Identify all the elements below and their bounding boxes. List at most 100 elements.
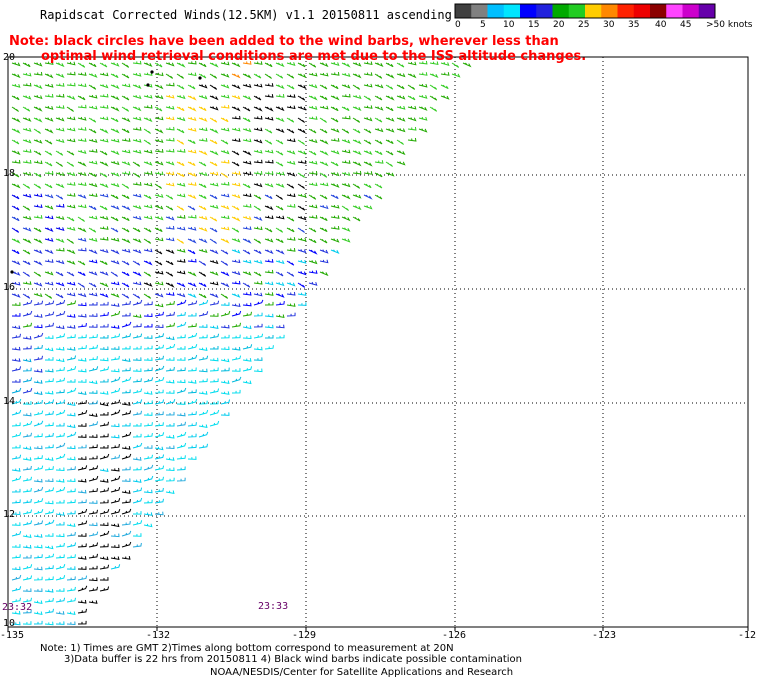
wind-barb: [374, 160, 384, 164]
wind-barb: [88, 183, 98, 188]
wind-barb: [11, 249, 20, 255]
legend-swatch: [568, 4, 586, 18]
wind-barb: [110, 333, 121, 339]
wind-barb: [165, 366, 175, 372]
wind-barb: [55, 227, 65, 231]
wind-barb: [121, 521, 131, 526]
wind-barb: [55, 621, 65, 625]
wind-barb: [110, 376, 121, 383]
wind-barb: [374, 139, 383, 145]
wind-barb: [198, 431, 209, 438]
wind-barb: [275, 324, 285, 329]
wind-barb: [132, 172, 141, 178]
wind-barb: [33, 292, 43, 298]
wind-barb: [330, 204, 340, 209]
wind-barb: [33, 420, 44, 427]
wind-barb: [110, 475, 121, 482]
wind-barb: [220, 150, 230, 155]
wind-barb: [165, 477, 175, 482]
wind-barb: [341, 227, 351, 232]
wind-barb: [154, 84, 164, 90]
wind-barb: [154, 293, 164, 298]
wind-barb: [319, 150, 329, 156]
wind-barb: [22, 139, 32, 144]
legend-swatch: [617, 4, 635, 18]
wind-barb: [33, 215, 43, 219]
wind-barb: [121, 138, 131, 142]
wind-barb: [165, 282, 175, 288]
wind-barb: [77, 368, 87, 373]
wind-barb: [429, 95, 438, 101]
wind-barb: [187, 161, 196, 167]
wind-barb: [55, 194, 64, 200]
wind-barb: [77, 323, 87, 328]
legend-label-40: 40: [655, 20, 667, 30]
wind-barb: [33, 345, 43, 350]
wind-barb: [264, 128, 273, 134]
wind-barb: [77, 271, 86, 277]
wind-barb: [187, 60, 197, 65]
wind-barb: [165, 445, 175, 450]
wind-barb: [264, 139, 273, 145]
wind-barb: [33, 576, 43, 581]
wind-barb: [132, 466, 142, 471]
wind-barb: [55, 512, 65, 516]
wind-barb: [99, 487, 109, 493]
wind-barb: [187, 205, 196, 211]
wind-barb: [110, 73, 119, 79]
wind-barb: [286, 216, 295, 222]
wind-barb: [55, 282, 65, 287]
wind-barb: [33, 62, 43, 67]
wind-barb: [275, 293, 285, 298]
wind-barb: [165, 300, 175, 306]
wind-barb: [330, 172, 340, 177]
wind-barb: [11, 544, 21, 548]
wind-barb: [44, 227, 54, 232]
wind-barb: [121, 453, 132, 460]
wind-barb: [66, 566, 76, 570]
wind-barb: [385, 139, 394, 145]
wind-barb: [176, 401, 186, 405]
wind-barb: [121, 541, 132, 548]
wind-barb: [220, 346, 230, 351]
wind-barb: [264, 83, 274, 87]
wind-barb: [22, 260, 31, 266]
wind-barb: [44, 161, 53, 167]
wind-barb: [99, 577, 109, 581]
wind-barb: [44, 281, 54, 286]
wind-barb: [154, 128, 164, 134]
wind-barb: [187, 433, 197, 438]
wind-barb: [110, 387, 121, 394]
wind-barb: [176, 238, 184, 244]
wind-barb: [198, 368, 208, 373]
wind-barb: [297, 160, 307, 164]
legend-swatch: [503, 4, 521, 18]
wind-barb: [187, 389, 197, 394]
wind-barb: [110, 544, 120, 549]
wind-barb: [176, 477, 186, 482]
wind-barb: [22, 82, 32, 87]
wind-barb: [220, 249, 229, 255]
wind-barb: [88, 577, 98, 582]
wind-barb: [265, 335, 274, 339]
wind-barb: [440, 95, 450, 100]
wind-barb: [264, 281, 274, 286]
map-title: Rapidscat Corrected Winds(12.5KM) v1.1 2…: [40, 8, 452, 22]
wind-barb: [165, 62, 175, 67]
wind-barb: [220, 282, 230, 288]
wind-barb: [88, 565, 98, 570]
wind-barb: [297, 150, 307, 155]
wind-barb: [77, 161, 87, 167]
wind-barb: [11, 409, 22, 416]
wind-barb: [110, 216, 119, 222]
wind-barb: [242, 302, 252, 307]
wind-barb: [176, 466, 186, 471]
wind-barb: [198, 293, 207, 299]
wind-barb: [55, 83, 65, 87]
wind-barb: [253, 357, 263, 361]
wind-barb: [22, 534, 32, 539]
wind-barb: [187, 354, 198, 361]
wind-barb: [110, 160, 120, 166]
wind-barb: [286, 150, 296, 155]
wind-barb: [77, 127, 87, 131]
